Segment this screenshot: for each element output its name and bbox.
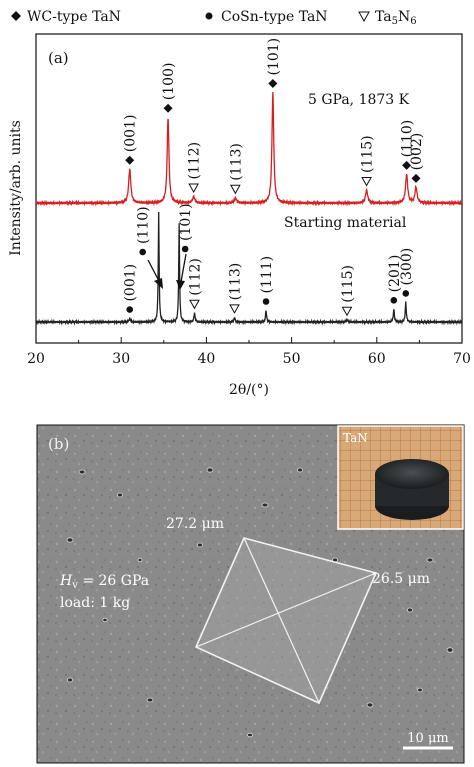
top-peak-label-3: (113) xyxy=(228,143,244,181)
plot-frame xyxy=(35,33,463,344)
scale-bar: 10 μm xyxy=(403,731,453,750)
black-series-layer xyxy=(35,212,463,326)
bottom-peak-label-5: (111) xyxy=(259,256,275,294)
x-tick-label-3: 50 xyxy=(283,351,301,367)
bottom-marker-7 xyxy=(390,297,398,304)
top-peak-label-1: (100) xyxy=(161,63,177,101)
top-marker-2 xyxy=(188,183,199,194)
top-marker-4 xyxy=(268,79,278,88)
top-peak-label-6: (110) xyxy=(400,120,416,158)
bottom-peak-label-7: (201) xyxy=(387,255,403,293)
top-peak-label-7: (002) xyxy=(409,133,425,171)
peak-arrows xyxy=(147,253,187,290)
bottom-marker-6 xyxy=(341,306,353,317)
pellet-top xyxy=(375,459,449,489)
legend-dot-icon xyxy=(205,12,213,20)
arrow-110-line xyxy=(147,259,161,284)
series-line-1 xyxy=(35,212,463,326)
legend-diamond-icon xyxy=(11,11,21,21)
bottom-marker-1 xyxy=(139,248,146,256)
top-peak-label-4: (101) xyxy=(266,38,282,76)
bottom-marker-8 xyxy=(402,290,410,297)
bottom-marker-3 xyxy=(189,299,200,310)
legend: WC-type TaN CoSn-type TaN Ta5N6 xyxy=(11,9,417,27)
vickers-indent xyxy=(194,537,378,705)
sem-background xyxy=(36,424,465,764)
panel-label-a: (a) xyxy=(48,49,69,67)
bottom-peak-label-4: (113) xyxy=(228,263,244,301)
top-marker-5 xyxy=(361,177,372,187)
diagonal-1-label: 27.2 μm xyxy=(166,516,224,532)
series-line-0 xyxy=(35,92,463,207)
legend-label-ta5n6: Ta5N6 xyxy=(375,9,417,27)
x-tick-label-5: 70 xyxy=(453,351,471,367)
x-tick-label-2: 40 xyxy=(197,351,215,367)
red-series-layer xyxy=(35,92,463,207)
hardness-label: Hv = 26 GPa xyxy=(59,573,149,591)
bottom-marker-2 xyxy=(181,245,189,253)
top-peak-label-5: (115) xyxy=(360,135,376,173)
legend-triangle-icon xyxy=(358,11,370,23)
series-label-red: 5 GPa, 1873 K xyxy=(308,92,410,108)
bottom-peak-label-8: (300) xyxy=(399,248,415,286)
top-marker-0 xyxy=(125,155,135,165)
diagonal-2-label: 26.5 μm xyxy=(372,571,430,587)
arrow-101-line xyxy=(180,253,187,283)
bottom-marker-4 xyxy=(229,304,240,314)
bottom-peak-label-1: (110) xyxy=(136,206,152,244)
bottom-peak-label-2: (101) xyxy=(178,203,194,241)
top-marker-3 xyxy=(230,184,241,195)
bottom-marker-5 xyxy=(262,298,270,305)
inset-photo: TaN xyxy=(337,425,464,530)
peak-annotations: (001)(100)(112) (113)(101)(115) (110)(002)… xyxy=(123,38,425,317)
legend-label-cosn: CoSn-type TaN xyxy=(221,9,328,25)
x-axis-ticks: 20 30 40 50 60 70 xyxy=(27,337,471,367)
x-tick-label-4: 60 xyxy=(368,351,386,367)
x-axis-title: 2θ/(°) xyxy=(229,382,269,398)
bottom-peak-label-0: (001) xyxy=(123,264,139,302)
xrd-chart: (a) WC-type TaN CoSn-type TaN Ta5N6 5 GP… xyxy=(8,9,471,398)
y-axis-title: Intensity/arb. units xyxy=(8,120,24,256)
top-marker-6 xyxy=(402,160,412,170)
bottom-marker-0 xyxy=(126,306,134,313)
sem-pores xyxy=(66,467,454,738)
arrow-110-head xyxy=(154,278,163,289)
bottom-peak-label-6: (115) xyxy=(340,265,356,303)
x-tick-label-0: 20 xyxy=(27,351,45,367)
scale-bar-label: 10 μm xyxy=(407,731,448,746)
inset-label: TaN xyxy=(343,431,368,445)
bottom-peak-label-3: (112) xyxy=(187,258,203,296)
legend-label-wc: WC-type TaN xyxy=(27,9,121,25)
arrow-101-head xyxy=(176,280,185,290)
series-label-black: Starting material xyxy=(284,215,407,231)
top-marker-1 xyxy=(163,103,173,113)
x-tick-label-1: 30 xyxy=(112,351,130,367)
top-marker-7 xyxy=(411,173,421,183)
load-label: load: 1 kg xyxy=(60,595,130,611)
top-peak-label-2: (112) xyxy=(187,142,203,180)
panel-label-b: (b) xyxy=(48,435,69,453)
top-peak-label-0: (001) xyxy=(123,115,139,153)
